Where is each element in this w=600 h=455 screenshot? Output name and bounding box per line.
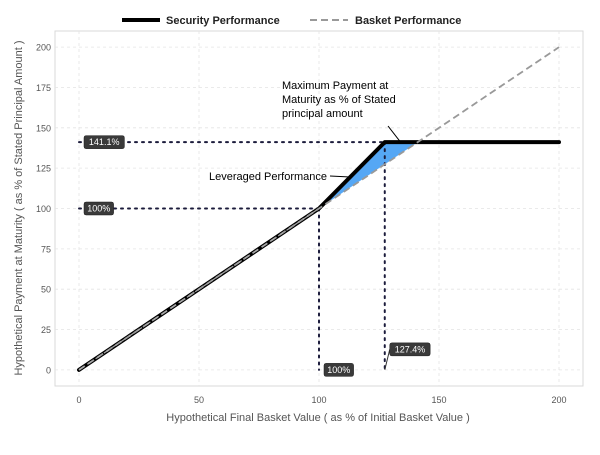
y-tick-label: 25 [41,325,51,335]
value-callouts: 141.1% 100% 100% 127.4% [83,135,431,377]
y-tick-label: 125 [36,164,51,174]
y-tick-label: 0 [46,365,51,375]
x-axis-ticks: 0 50 100 150 200 [76,395,566,405]
y-tick-label: 200 [36,43,51,53]
leveraged-performance-annotation: Leveraged Performance [209,171,327,183]
max-payment-annotation-line: Maximum Payment at [282,80,388,92]
x-axis-title: Hypothetical Final Basket Value ( as % o… [166,412,469,424]
reference-lines [78,141,386,371]
callout-label: 100% [327,365,350,375]
annotations: Maximum Payment at Maturity as % of State… [209,80,401,183]
x-tick-label: 150 [431,395,446,405]
y-axis-ticks: 0 25 50 75 100 125 150 175 200 [36,43,51,376]
y-tick-label: 100 [36,204,51,214]
y-axis-title: Hypothetical Payment at Maturity ( as % … [13,40,25,375]
callout-box [83,201,114,216]
x-tick-label: 200 [551,395,566,405]
y-tick-label: 50 [41,285,51,295]
callout-label: 141.1% [89,137,120,147]
x-tick-label: 50 [194,395,204,405]
y-tick-label: 75 [41,244,51,254]
legend: Security Performance Basket Performance [122,15,461,27]
legend-basket-label: Basket Performance [355,15,461,27]
x-tick-label: 100 [311,395,326,405]
y-tick-label: 150 [36,123,51,133]
x-tick-label: 0 [76,395,81,405]
callout-label: 127.4% [395,344,426,354]
max-payment-annotation-line: principal amount [282,108,363,120]
basket-performance-line [78,46,560,371]
basket-overlay-line [78,208,320,371]
callout-box [83,135,125,149]
callout-label: 100% [87,204,110,214]
y-tick-label: 175 [36,83,51,93]
series-lines [77,46,561,372]
callout-leader [384,349,391,370]
callout-box [323,363,354,377]
max-payment-annotation-line: Maturity as % of Stated [282,94,396,106]
callout-box [389,342,431,357]
leveraged-performance-pointer [329,175,351,178]
legend-security-label: Security Performance [166,15,280,27]
max-payment-pointer [387,125,401,143]
